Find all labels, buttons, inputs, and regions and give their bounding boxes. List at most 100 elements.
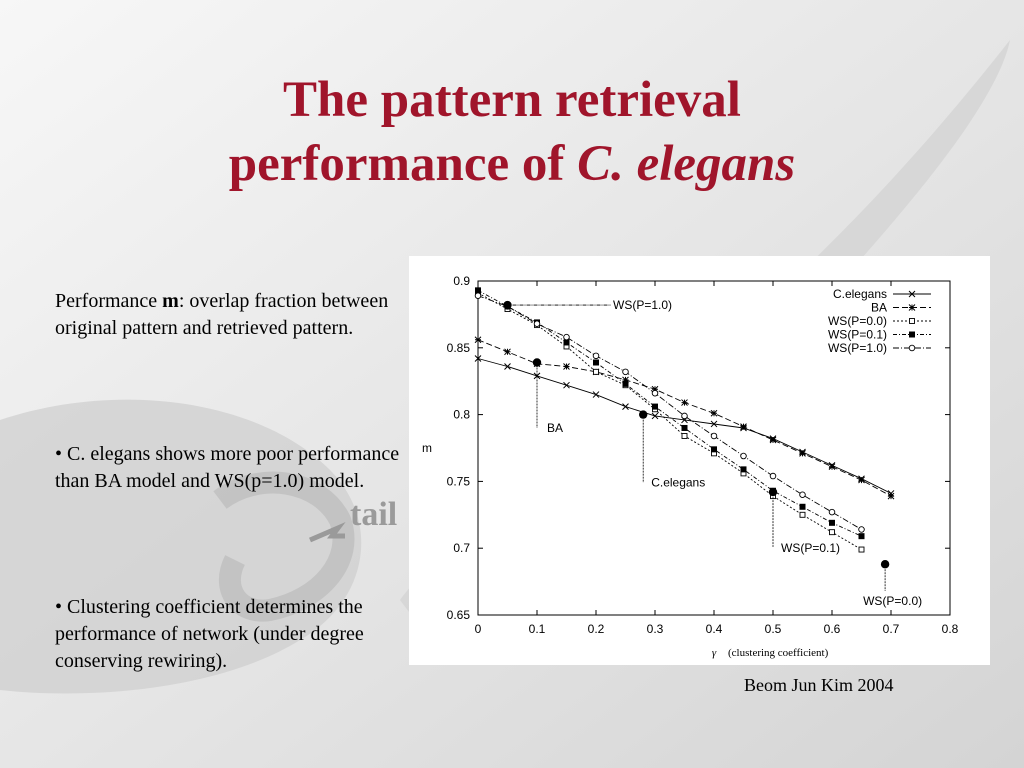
y-tick-label: 0.65 [447, 608, 471, 622]
legend-label: C.elegans [833, 287, 887, 301]
data-point [799, 491, 806, 499]
data-point [563, 339, 570, 346]
background-tail-word: tail [350, 496, 398, 533]
highlight-point [639, 410, 648, 419]
data-point [622, 376, 629, 384]
p1-prefix: Performance [55, 290, 163, 312]
legend-label: WS(P=0.1) [828, 328, 887, 342]
data-point [858, 533, 865, 540]
data-point [858, 526, 865, 533]
data-point [681, 424, 688, 431]
series-2 [475, 290, 865, 553]
p1-rest: : overlap fraction between original patt… [55, 290, 389, 339]
title-line-1: The pattern retrieval [283, 72, 741, 128]
x-tick-label: 0.7 [883, 622, 900, 636]
series-4 [474, 292, 865, 533]
data-point [858, 546, 865, 553]
data-point [711, 446, 717, 453]
bullet-celegans-performance: • C. elegans shows more poor performance… [55, 443, 400, 492]
data-point [651, 385, 659, 393]
y-axis-label: m [422, 441, 432, 455]
data-point [504, 348, 511, 356]
data-point [533, 372, 541, 380]
x-axis-label: (clustering coefficient) [728, 647, 829, 659]
data-point [828, 463, 836, 471]
data-point [622, 403, 629, 410]
title-line-2-prefix: performance of [228, 136, 578, 192]
bullet-clustering-coefficient: • Clustering coefficient determines the … [55, 596, 364, 672]
x-tick-label: 0.2 [588, 622, 605, 636]
highlight-point [503, 300, 512, 310]
data-point [504, 363, 511, 370]
data-point [533, 320, 541, 328]
data-point [593, 368, 599, 375]
data-point [740, 423, 747, 430]
data-point [592, 352, 600, 360]
legend-marker [908, 344, 916, 352]
data-point [829, 529, 835, 536]
data-point [740, 452, 747, 460]
data-point [858, 476, 865, 484]
title-line-2: performance of C. elegans [0, 132, 1024, 196]
legend-label: BA [871, 301, 887, 315]
data-point [563, 363, 570, 370]
legend-marker [909, 318, 915, 324]
data-point [710, 432, 718, 440]
data-point [563, 381, 570, 389]
x-axis-symbol: γ [712, 647, 717, 659]
performance-definition: Performance m: overlap fraction between … [55, 288, 400, 342]
data-point [474, 292, 482, 299]
data-point [474, 355, 482, 362]
annotation-label: WS(P=0.1) [781, 541, 840, 555]
data-point [710, 420, 718, 428]
x-tick-label: 0 [475, 622, 482, 636]
data-point [769, 472, 777, 480]
performance-chart: 0 0.1 0.2 0.3 0.4 0.5 0.6 0.7 0.8 0.65 0.7 0.75 0.8 0… [422, 274, 959, 659]
title-species-name: C. elegans [577, 136, 796, 192]
y-tick-label: 0.75 [447, 474, 471, 488]
y-tick-label: 0.7 [453, 541, 470, 555]
data-point [681, 433, 688, 439]
series-3 [475, 287, 865, 540]
data-point [652, 403, 658, 410]
highlight-point [880, 560, 890, 569]
data-point [475, 287, 481, 294]
highlight-point [532, 358, 542, 367]
legend-marker [908, 290, 916, 298]
p1-bold-m: m [162, 290, 179, 312]
legend-marker [908, 304, 916, 311]
data-point [651, 389, 659, 397]
x-tick-label: 0.3 [647, 622, 664, 636]
data-point [828, 508, 836, 516]
data-point [563, 333, 570, 341]
x-tick-label: 0.8 [942, 622, 959, 636]
y-tick-label: 0.8 [453, 408, 470, 422]
legend-label: WS(P=1.0) [828, 341, 887, 355]
data-point [710, 409, 718, 417]
x-tick-label: 0.6 [824, 622, 841, 636]
series-line [477, 292, 862, 550]
legend-label: WS(P=0.0) [828, 314, 887, 328]
annotation-label: C.elegans [651, 476, 705, 490]
data-point [799, 511, 806, 518]
data-point [622, 380, 629, 387]
x-tick-label: 0.4 [706, 622, 723, 636]
data-point [681, 399, 688, 406]
data-point [887, 492, 895, 500]
data-point [593, 359, 599, 366]
data-point [799, 449, 806, 457]
data-point [592, 391, 600, 398]
data-point [651, 412, 659, 420]
annotation-label: BA [547, 421, 563, 435]
x-tick-label: 0.1 [529, 622, 546, 636]
slide-title: The pattern retrieval performance of C. … [0, 68, 1024, 196]
citation-credit: Beom Jun Kim 2004 [744, 675, 894, 695]
data-point [740, 466, 747, 473]
y-tick-label: 0.85 [447, 341, 471, 355]
legend-marker [909, 331, 915, 338]
data-point [829, 519, 835, 526]
data-point [622, 368, 629, 376]
annotation-label: WS(P=1.0) [613, 298, 672, 312]
highlight-point [768, 487, 778, 497]
series-line [477, 295, 862, 530]
